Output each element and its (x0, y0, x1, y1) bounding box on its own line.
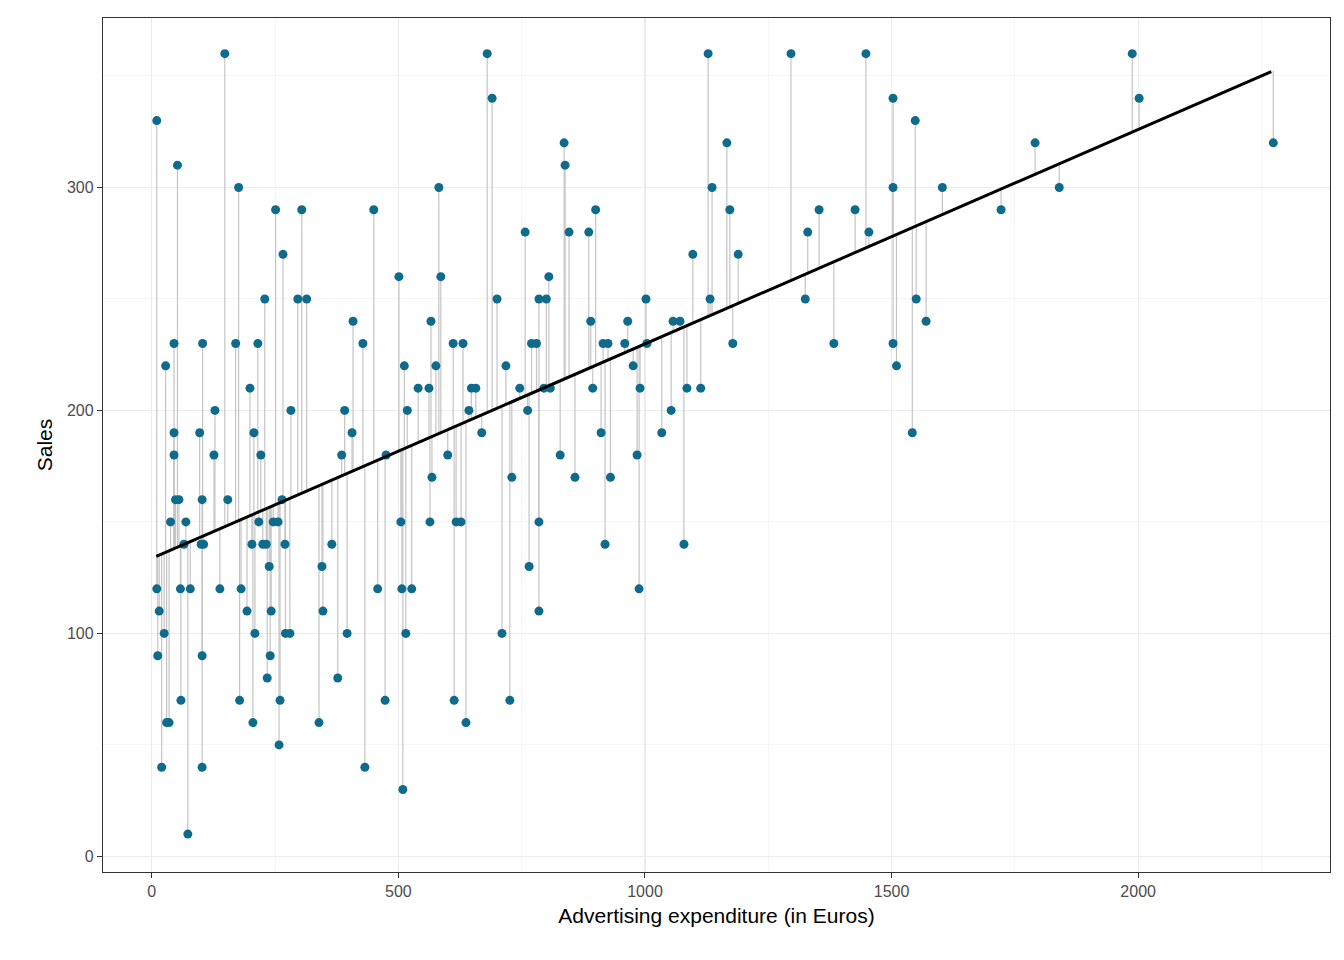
svg-text:200: 200 (67, 402, 94, 419)
svg-text:0: 0 (147, 883, 156, 900)
svg-text:1500: 1500 (874, 883, 910, 900)
svg-text:Advertising expenditure (in Eu: Advertising expenditure (in Euros) (558, 904, 874, 927)
svg-text:Sales: Sales (33, 419, 56, 472)
svg-text:1000: 1000 (627, 883, 663, 900)
svg-text:500: 500 (385, 883, 412, 900)
svg-text:0: 0 (85, 848, 94, 865)
svg-text:2000: 2000 (1120, 883, 1156, 900)
svg-text:300: 300 (67, 179, 94, 196)
svg-text:100: 100 (67, 625, 94, 642)
